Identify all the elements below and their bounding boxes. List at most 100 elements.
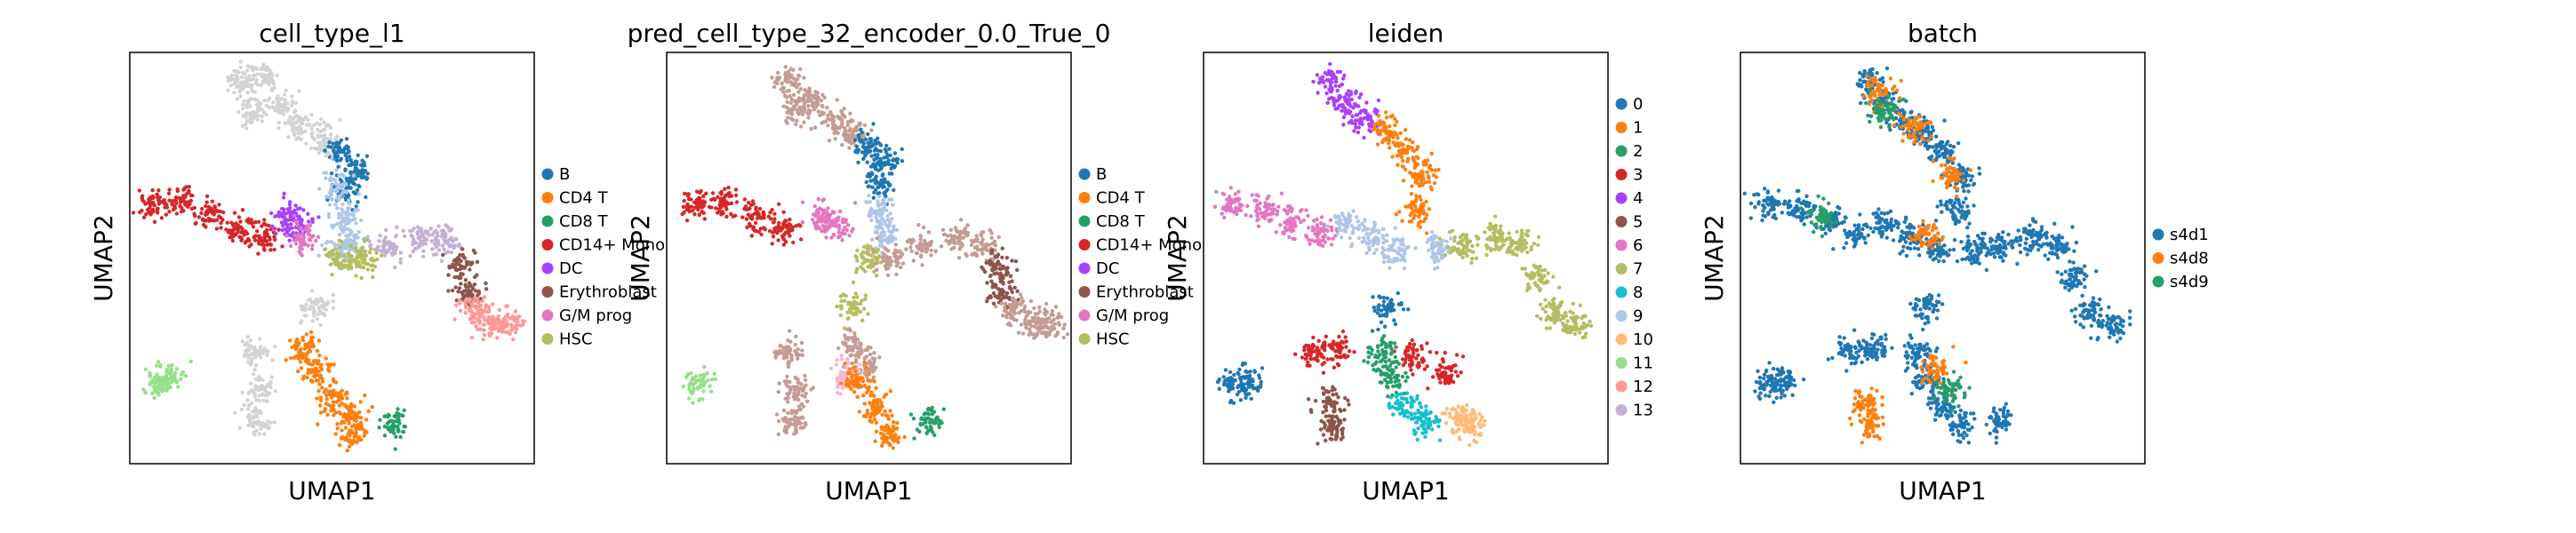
cell-point [359,275,364,281]
scatter-points [131,60,526,453]
cell-point [1009,308,1013,313]
cell-point [353,182,357,187]
cell-point [346,150,350,155]
cell-point [830,114,835,118]
cell-point [1051,313,1055,317]
cell-point [884,425,889,429]
cell-point [1331,97,1336,101]
cell-point [251,68,255,73]
cell-point [726,186,731,190]
cell-point [359,424,364,428]
cell-point [486,308,492,313]
cell-point [311,310,316,315]
cell-point [970,252,974,257]
cell-point [174,380,180,385]
cell-point [484,281,488,286]
cell-point [290,123,294,128]
cell-point [263,349,268,354]
cell-point [265,65,269,69]
cell-point [883,246,888,251]
cell-point [929,248,933,253]
cell-point [352,434,356,440]
cell-point [463,282,468,287]
cell-point [352,169,356,173]
cell-point [1007,280,1012,284]
cell-point [518,323,523,328]
cell-point [1001,282,1005,286]
cell-point [317,354,322,358]
cell-point [398,260,403,265]
cell-point [396,424,400,429]
cell-point [450,288,455,293]
cell-point [291,117,296,122]
cell-point [780,82,784,86]
cell-point [1347,89,1351,93]
cell-point [287,218,292,222]
cell-point [1362,115,1366,121]
cell-point [1354,113,1359,117]
cell-point [850,306,854,311]
cell-point [840,386,844,390]
cell-point [1418,225,1423,229]
cell-point [319,398,324,402]
cell-point [308,362,313,367]
cell-point [329,145,333,149]
cell-point [293,346,299,351]
cell-point [900,159,905,163]
cell-point [729,201,734,205]
cell-point [1338,69,1343,75]
cell-point [315,297,319,302]
cell-point [1015,267,1020,273]
legend-marker [541,239,554,251]
cell-point [974,234,979,238]
cell-point [253,73,258,77]
cell-point [798,224,803,228]
cell-point [776,390,780,394]
legend-item: CD14+ Mono [541,236,665,255]
cell-point [796,377,800,382]
cell-point [1235,211,1239,217]
cell-point [359,175,364,180]
cluster-0 [770,65,874,150]
cell-point [868,164,874,169]
cell-point [700,397,705,402]
cell-point [1044,301,1049,306]
cell-point [1425,170,1429,175]
cell-point [402,408,406,413]
cell-point [347,213,351,218]
cell-point [400,413,404,418]
cell-point [428,227,433,231]
cell-point [351,190,356,195]
cell-point [190,194,195,198]
cell-point [356,259,361,265]
cell-point [789,358,794,362]
cell-point [344,181,348,187]
cell-point [365,171,370,176]
cell-point [709,378,715,382]
cell-point [239,238,244,243]
cell-point [280,227,284,233]
cell-point [297,115,301,120]
cell-point [348,243,353,249]
cell-point [823,225,828,229]
cell-point [702,200,708,204]
cell-point [460,293,466,298]
cell-point [311,305,316,309]
cell-point [284,88,288,93]
cell-point [311,123,316,128]
cell-point [866,312,870,316]
cell-point [1410,184,1414,188]
cell-point [340,396,345,401]
cell-point [786,410,790,416]
cell-point [500,330,505,334]
cell-point [480,312,484,316]
cell-point [881,185,885,189]
cell-point [864,179,868,185]
cell-point [718,200,723,205]
cell-point [1356,125,1362,130]
cell-point [842,107,846,111]
cell-point [300,377,305,381]
cell-point [836,235,841,240]
cell-point [503,314,508,318]
cell-point [1431,173,1436,178]
